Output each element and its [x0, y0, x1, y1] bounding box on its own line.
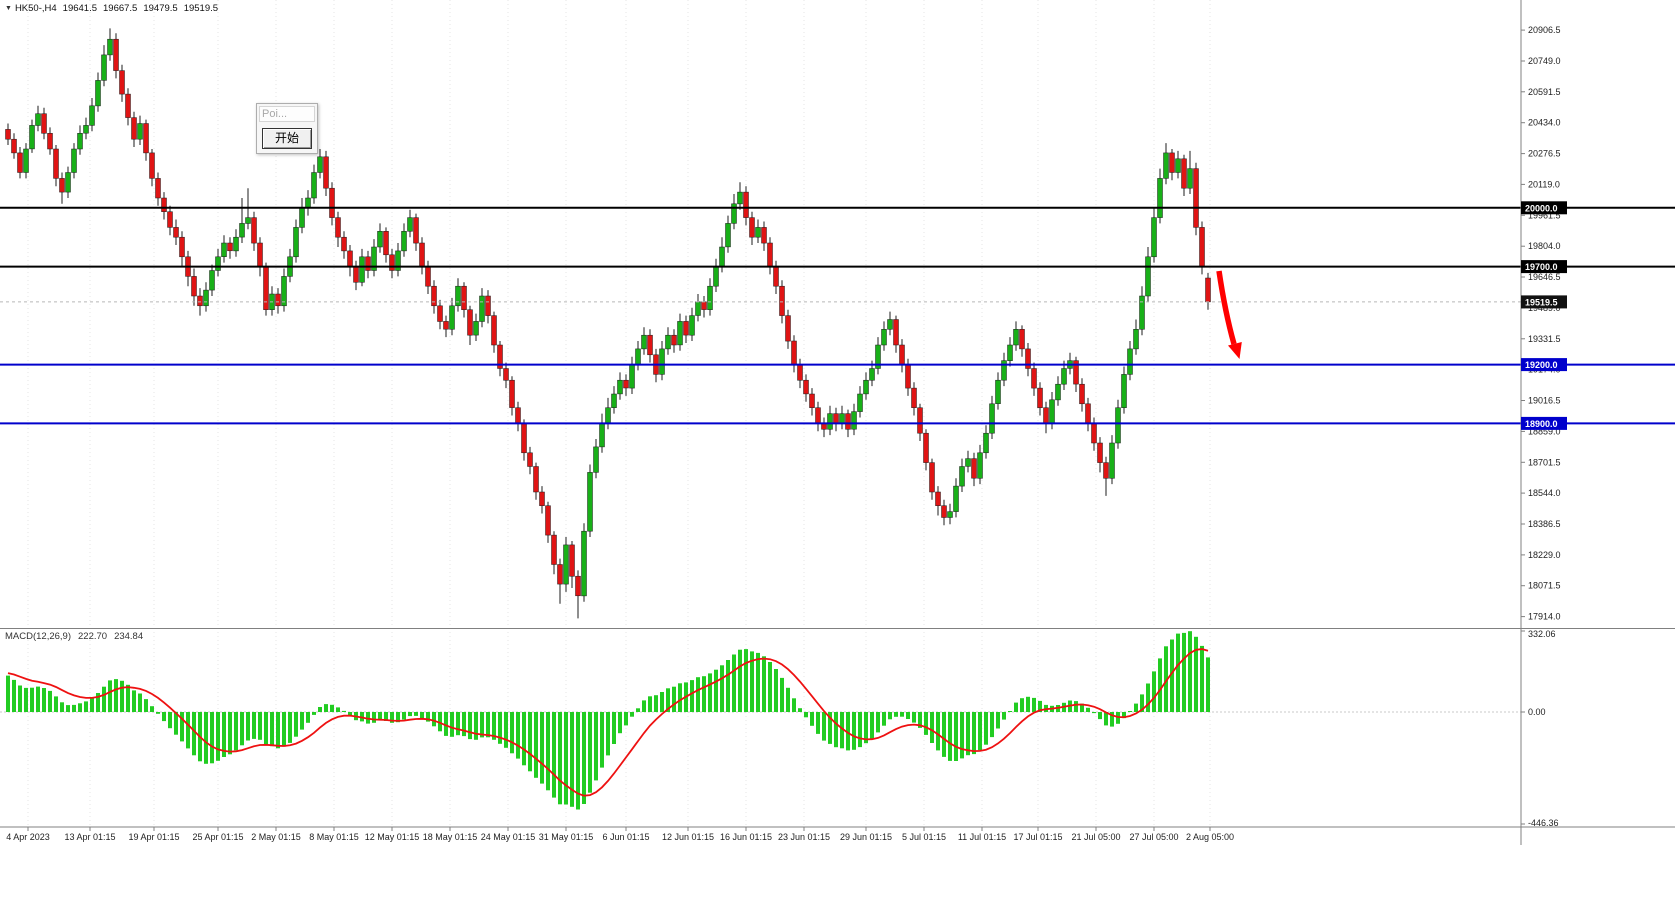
svg-text:18544.0: 18544.0	[1528, 488, 1561, 498]
candlesticks	[5, 28, 1211, 619]
dialog-start-button[interactable]: 开始	[262, 128, 312, 149]
open-value: 19641.5	[62, 3, 97, 14]
svg-text:18701.5: 18701.5	[1528, 457, 1561, 467]
svg-text:20749.0: 20749.0	[1528, 56, 1561, 66]
macd-indicator-canvas[interactable]: 332.06 0.00 -446.36 4 Apr 2023 13 Apr 01:15 1…	[0, 628, 1675, 845]
macd-axis[interactable]: 332.06 0.00 -446.36	[1521, 629, 1559, 828]
svg-text:6 Jun 01:15: 6 Jun 01:15	[602, 832, 649, 842]
svg-text:18386.5: 18386.5	[1528, 519, 1561, 529]
svg-text:2 May 01:15: 2 May 01:15	[251, 832, 301, 842]
svg-text:16 Jun 01:15: 16 Jun 01:15	[720, 832, 772, 842]
svg-text:4 Apr 2023: 4 Apr 2023	[6, 832, 50, 842]
svg-text:24 May 01:15: 24 May 01:15	[481, 832, 536, 842]
macd-readout: MACD(12,26,9) 222.70 234.84	[5, 631, 143, 642]
current-price-box	[1521, 295, 1567, 309]
price-chart-canvas[interactable]: 20906.5 20749.0 20591.5 20434.0 20276.5 20119…	[0, 0, 1675, 628]
close-value: 19519.5	[183, 3, 219, 14]
svg-text:19200.0: 19200.0	[1525, 360, 1558, 370]
svg-text:18900.0: 18900.0	[1525, 419, 1558, 429]
macd-main-value: 222.70	[78, 631, 108, 642]
svg-text:21 Jul 05:00: 21 Jul 05:00	[1071, 832, 1120, 842]
price-axis[interactable]: 20906.5 20749.0 20591.5 20434.0 20276.5 20119…	[1520, 0, 1567, 628]
collapse-arrow-icon[interactable]: ▼	[5, 5, 12, 12]
svg-text:27 Jul 05:00: 27 Jul 05:00	[1129, 832, 1178, 842]
svg-text:12 May 01:15: 12 May 01:15	[365, 832, 420, 842]
svg-text:20434.0: 20434.0	[1528, 118, 1561, 128]
svg-text:17914.0: 17914.0	[1528, 612, 1561, 622]
horizontal-level-lines[interactable]	[0, 206, 1675, 425]
script-dialog[interactable]: Poi... 开始	[256, 103, 318, 154]
svg-text:31 May 01:15: 31 May 01:15	[539, 832, 594, 842]
high-value: 19667.5	[103, 3, 138, 14]
svg-text:20000.0: 20000.0	[1525, 203, 1558, 213]
svg-text:20591.5: 20591.5	[1528, 87, 1561, 97]
time-axis[interactable]: 4 Apr 2023 13 Apr 01:15 19 Apr 01:15 25 Apr…	[6, 827, 1234, 842]
svg-text:20276.5: 20276.5	[1528, 149, 1561, 159]
svg-text:8 May 01:15: 8 May 01:15	[309, 832, 359, 842]
svg-text:12 Jun 01:15: 12 Jun 01:15	[662, 832, 714, 842]
chart-ohlc-readout: ▼ HK50-,H4 19641.5 19667.5 19479.5 19519.5	[5, 3, 218, 14]
svg-text:29 Jun 01:15: 29 Jun 01:15	[840, 832, 892, 842]
svg-text:20906.5: 20906.5	[1528, 25, 1561, 35]
macd-signal-line	[7, 648, 1209, 797]
low-value: 19479.5	[143, 3, 178, 14]
svg-text:19016.5: 19016.5	[1528, 396, 1561, 406]
dialog-title: Poi...	[259, 106, 315, 122]
svg-text:25 Apr 01:15: 25 Apr 01:15	[192, 832, 243, 842]
svg-text:18229.0: 18229.0	[1528, 550, 1561, 560]
svg-text:19331.5: 19331.5	[1528, 334, 1561, 344]
symbol-period-label: HK50-,H4	[14, 3, 57, 14]
svg-text:-446.36: -446.36	[1528, 818, 1559, 828]
svg-text:18 May 01:15: 18 May 01:15	[423, 832, 478, 842]
svg-text:19 Apr 01:15: 19 Apr 01:15	[128, 832, 179, 842]
svg-text:19519.5: 19519.5	[1525, 297, 1558, 307]
svg-text:18859.0: 18859.0	[1528, 426, 1561, 436]
svg-text:19646.5: 19646.5	[1528, 272, 1561, 282]
svg-text:13 Apr 01:15: 13 Apr 01:15	[64, 832, 115, 842]
svg-text:0.00: 0.00	[1528, 707, 1546, 717]
macd-name-label: MACD(12,26,9)	[5, 631, 71, 642]
svg-text:2 Aug 05:00: 2 Aug 05:00	[1186, 832, 1234, 842]
panel-borders	[0, 628, 1675, 845]
svg-text:23 Jun 01:15: 23 Jun 01:15	[778, 832, 830, 842]
svg-text:19700.0: 19700.0	[1525, 262, 1558, 272]
macd-histogram	[6, 631, 1210, 810]
svg-text:18071.5: 18071.5	[1528, 581, 1561, 591]
svg-text:20119.0: 20119.0	[1528, 179, 1560, 189]
svg-text:5 Jul 01:15: 5 Jul 01:15	[902, 832, 946, 842]
svg-text:332.06: 332.06	[1528, 629, 1556, 639]
svg-text:19961.5: 19961.5	[1528, 210, 1561, 220]
macd-signal-value: 234.84	[114, 631, 144, 642]
svg-text:11 Jul 01:15: 11 Jul 01:15	[958, 832, 1006, 842]
svg-text:19804.0: 19804.0	[1528, 241, 1561, 251]
red-arrow-annotation[interactable]	[1216, 270, 1242, 359]
grid-lines	[27, 0, 1211, 628]
svg-text:17 Jul 01:15: 17 Jul 01:15	[1013, 832, 1062, 842]
